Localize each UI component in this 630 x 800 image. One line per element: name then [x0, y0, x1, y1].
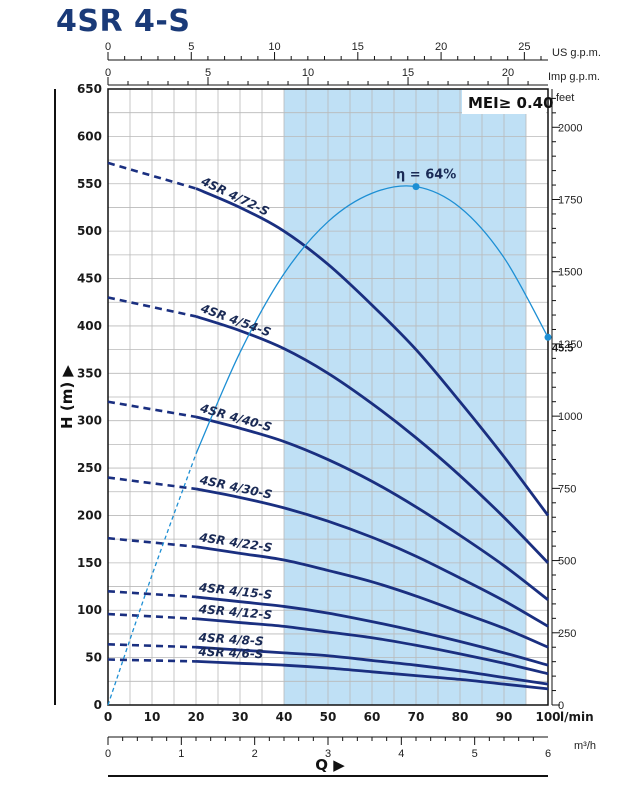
- m3h-tick-label: 3: [325, 748, 331, 760]
- curve-solid-segment: [195, 315, 550, 564]
- x-tick-label: 0: [104, 710, 112, 724]
- plot-frame: [107, 88, 549, 706]
- curve-dashed-segment: [107, 612, 197, 621]
- y-tick-label: 150: [77, 556, 102, 570]
- y-tick-label: 500: [77, 224, 102, 238]
- x-axis-title: Q ▶: [315, 756, 345, 774]
- axes: 050100150200250300350400450500550600650H…: [54, 41, 601, 777]
- feet-tick-label: 1500: [558, 267, 582, 279]
- chart-title: 4SR 4-S: [56, 4, 191, 39]
- curve-dashed-segment: [107, 400, 197, 419]
- efficiency-peak-point: [412, 183, 420, 191]
- curve-solid-segment: [195, 545, 549, 649]
- curve-dashed-segment: [107, 658, 197, 663]
- imp-gpm-tick-label: 20: [502, 67, 514, 79]
- x-tick-label: 20: [188, 710, 205, 724]
- curve-dashed-segment: [107, 476, 197, 491]
- us-gpm-tick-label: 5: [188, 41, 194, 53]
- y-tick-label: 200: [77, 508, 102, 522]
- feet-tick-label: 250: [558, 628, 576, 640]
- y-tick-label: 50: [85, 651, 102, 665]
- us-gpm-tick-label: 0: [105, 41, 111, 53]
- x-tick-label: 40: [276, 710, 293, 724]
- y-tick-label: 600: [77, 129, 102, 143]
- m3h-tick-label: 2: [252, 748, 258, 760]
- curve-label: 4SR 4/12-S: [197, 602, 272, 622]
- efficiency-curve: η = 64% 45.5: [107, 168, 573, 706]
- x-tick-label: 60: [364, 710, 381, 724]
- efficiency-end-point: [544, 333, 552, 341]
- feet-tick-label: 750: [558, 483, 576, 495]
- efficiency-solid-segment: [195, 185, 549, 455]
- m3h-tick-label: 6: [545, 748, 551, 760]
- feet-tick-label: 1000: [558, 411, 582, 423]
- y-tick-label: 0: [94, 698, 102, 712]
- pump-curves: [107, 161, 550, 691]
- curve-dashed-segment: [107, 536, 197, 549]
- us-gpm-unit: US g.p.m.: [552, 47, 601, 59]
- mei-badge: MEI≥ 0.40: [462, 90, 554, 114]
- imp-gpm-tick-label: 5: [205, 67, 211, 79]
- m3h-tick-label: 0: [105, 748, 111, 760]
- x-tick-label: 50: [320, 710, 337, 724]
- m3h-unit-label: m³/h: [574, 740, 596, 752]
- x-unit-label: l/min: [560, 710, 594, 724]
- x-tick-label: 90: [496, 710, 513, 724]
- y-tick-label: 400: [77, 319, 102, 333]
- y-tick-label: 100: [77, 603, 102, 617]
- curve-solid-segment: [195, 415, 549, 601]
- curve-dashed-segment: [107, 296, 197, 318]
- feet-tick-label: 0: [558, 700, 564, 712]
- us-gpm-tick-label: 20: [435, 41, 447, 53]
- imp-gpm-tick-label: 15: [402, 67, 414, 79]
- imp-gpm-tick-label: 0: [105, 67, 111, 79]
- imp-gpm-tick-label: 10: [302, 67, 314, 79]
- curve-solid-segment: [195, 187, 550, 517]
- curve-label: 4SR 4/6-S: [197, 644, 264, 661]
- y-tick-label: 650: [77, 82, 102, 96]
- us-gpm-tick-label: 10: [268, 41, 280, 53]
- efficiency-peak-label: η = 64%: [396, 168, 456, 183]
- m3h-tick-label: 1: [178, 748, 184, 760]
- grid: [107, 88, 549, 706]
- x-tick-label: 80: [452, 710, 469, 724]
- feet-unit-label: feet: [556, 92, 574, 104]
- x-tick-label: 10: [144, 710, 161, 724]
- curve-label: 4SR 4/72-S: [198, 174, 271, 219]
- curve-solid-segment: [195, 660, 549, 691]
- curve-solid-segment: [195, 617, 549, 676]
- m3h-tick-label: 4: [398, 748, 404, 760]
- feet-tick-label: 500: [558, 556, 576, 568]
- y-tick-label: 350: [77, 366, 102, 380]
- x-tick-label: 30: [232, 710, 249, 724]
- x-tick-label: 70: [408, 710, 425, 724]
- efficiency-end-label: 45.5: [552, 342, 573, 354]
- curve-dashed-segment: [107, 643, 197, 649]
- x-tick-label: 100: [535, 710, 560, 724]
- curve-dashed-segment: [107, 161, 197, 190]
- curve-solid-segment: [195, 487, 549, 628]
- curve-dashed-segment: [107, 589, 197, 599]
- y-tick-label: 550: [77, 177, 102, 191]
- feet-tick-label: 2000: [558, 122, 582, 134]
- y-tick-label: 250: [77, 461, 102, 475]
- y-tick-label: 300: [77, 414, 102, 428]
- mei-badge-box: [462, 90, 546, 114]
- feet-tick-label: 1250: [558, 339, 582, 351]
- feet-tick-label: 1750: [558, 194, 582, 206]
- curve-label: 4SR 4/8-S: [197, 630, 264, 648]
- y-tick-label: 450: [77, 272, 102, 286]
- y-axis-title: H (m) ▶: [58, 365, 76, 429]
- curve-solid-segment: [195, 595, 549, 667]
- mei-badge-text: MEI≥ 0.40: [468, 94, 554, 112]
- curve-solid-segment: [195, 645, 549, 686]
- us-gpm-tick-label: 25: [518, 41, 530, 53]
- m3h-tick-label: 5: [472, 748, 478, 760]
- us-gpm-tick-label: 15: [352, 41, 364, 53]
- imp-gpm-unit: Imp g.p.m.: [548, 71, 600, 83]
